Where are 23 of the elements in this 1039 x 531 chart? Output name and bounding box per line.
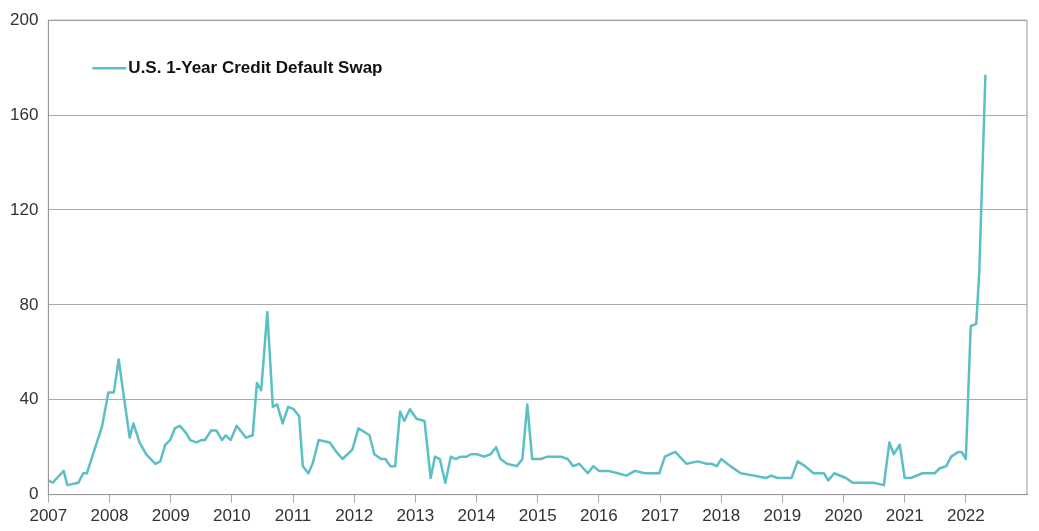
y-tick-label: 0: [28, 484, 39, 504]
x-tick-label: 2011: [274, 506, 312, 526]
x-tick-label: 2022: [946, 506, 985, 526]
x-tick-label: 2010: [212, 506, 251, 526]
x-tick-label: 2021: [885, 506, 924, 526]
y-tick-label: 160: [9, 104, 39, 124]
x-tick-label: 2009: [151, 506, 190, 526]
y-tick-label: 40: [19, 389, 39, 409]
y-tick-label: 80: [19, 294, 39, 314]
y-tick-label: 120: [9, 199, 39, 219]
x-tick-label: 2018: [702, 506, 741, 526]
x-tick-label: 2017: [641, 506, 679, 526]
x-tick-label: 2007: [29, 506, 68, 526]
x-tick-label: 2013: [396, 506, 435, 526]
x-tick-label: 2008: [90, 506, 129, 526]
legend-label: U.S. 1-Year Credit Default Swap: [128, 57, 383, 77]
x-tick-label: 2014: [457, 506, 496, 526]
y-tick-label: 200: [9, 9, 39, 29]
x-tick-label: 2016: [579, 506, 618, 526]
x-tick-label: 2015: [518, 506, 557, 526]
x-tick-label: 2012: [335, 506, 374, 526]
x-tick-label: 2019: [763, 506, 802, 526]
x-tick-label: 2020: [824, 506, 863, 526]
